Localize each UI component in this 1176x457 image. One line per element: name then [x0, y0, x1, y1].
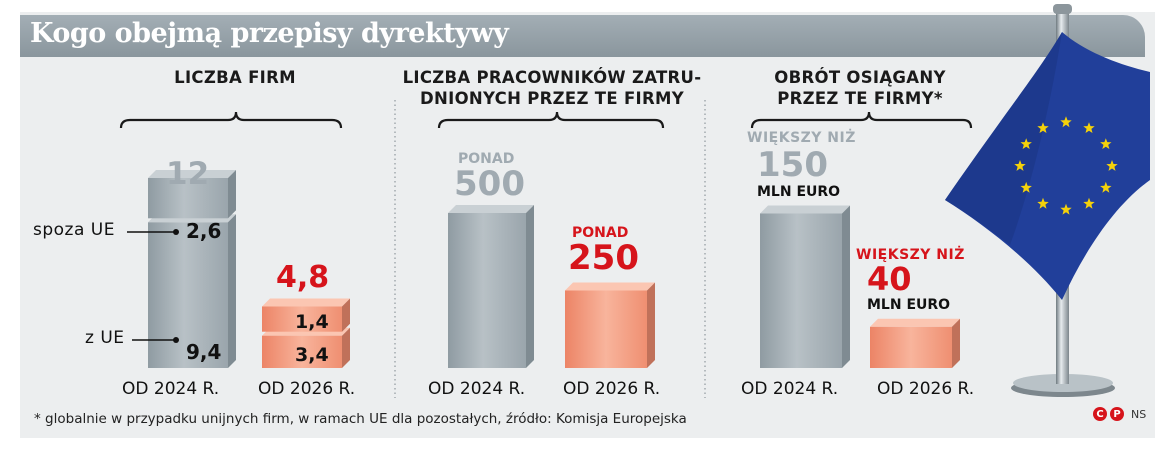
eu-flag — [945, 4, 1150, 397]
bar-employees-2024-side — [526, 205, 534, 368]
panel3-right-prefix: WIĘKSZY NIŻ — [856, 247, 965, 263]
panel1-right-total: 4,8 — [276, 260, 330, 295]
panel2-header: LICZBA PRACOWNIKÓW ZATRU- DNIONYCH PRZEZ… — [392, 67, 712, 109]
eu-star-icon — [1060, 203, 1072, 215]
panel1-right-seg1-value: 1,4 — [295, 311, 329, 333]
panel3-header-line1: OBRÓT OSIĄGANY — [774, 68, 946, 87]
panel2-left-value: 500 — [454, 164, 525, 204]
copyright-icon: C — [1093, 407, 1107, 421]
panel3-right-value: 40 — [867, 260, 912, 298]
bar-2024-spoza-ue — [148, 178, 228, 219]
panel2-left-prefix: PONAD — [458, 151, 515, 167]
eu-star-icon — [1020, 181, 1032, 193]
panel1-header-line1: LICZBA FIRM — [174, 68, 296, 87]
bar-turnover-2026 — [870, 326, 952, 368]
panel3-right-suffix: MLN EURO — [867, 297, 951, 313]
panel2-x-label-2026: OD 2026 R. — [563, 379, 661, 399]
panel3-x-label-2026: OD 2026 R. — [877, 379, 975, 399]
page-title: Kogo obejmą przepisy dyrektywy — [30, 18, 509, 49]
panel1-x-label-2026: OD 2026 R. — [258, 379, 356, 399]
eu-star-icon — [1100, 138, 1112, 149]
panel3-left-value: 150 — [757, 145, 828, 185]
panel1-header: LICZBA FIRM — [130, 67, 340, 88]
panel1-right-seg2-value: 3,4 — [295, 344, 329, 366]
bar-turnover-2024 — [760, 213, 842, 368]
bar-turnover-2026-side — [952, 318, 960, 368]
panel1-left-total: 12 — [166, 156, 210, 192]
bar-marks — [127, 170, 960, 368]
bar-2026-z-ue-side — [342, 327, 350, 368]
bar-employees-2024-top — [448, 205, 534, 213]
panel2-header-line2: DNIONYCH PRZEZ TE FIRMY — [420, 89, 684, 108]
panel3-left-suffix: MLN EURO — [757, 184, 841, 200]
eu-star-icon — [1106, 160, 1118, 171]
brace-group — [119, 111, 973, 129]
panel1-left-seg2-value: 9,4 — [186, 340, 222, 364]
bar-employees-2024 — [448, 213, 526, 368]
bar-2024-spoza-ue-top — [148, 170, 236, 178]
panel3-brace — [750, 111, 973, 129]
eu-stars — [1014, 116, 1118, 215]
eu-star-icon — [1020, 138, 1032, 149]
panel1-x-label-2024: OD 2024 R. — [122, 379, 220, 399]
flag-cloth-shade — [945, 32, 1062, 245]
bar-turnover-2026-top — [870, 318, 960, 327]
panel2-right-value: 250 — [568, 238, 639, 278]
bar-2024-spoza-ue-side — [228, 170, 236, 219]
bar-2026-spoza-ue-top — [262, 298, 350, 307]
bar-employees-2026 — [565, 290, 647, 368]
credit-logo: C P NS — [1093, 407, 1146, 421]
title-bar — [20, 15, 1145, 57]
footnote: * globalnie w przypadku unijnych firm, w… — [34, 411, 687, 427]
label-z-ue: z UE — [85, 328, 125, 348]
panel2-brace — [437, 111, 665, 129]
publisher-icon: P — [1110, 407, 1124, 421]
bar-2026-z-ue — [262, 335, 342, 368]
panel2-right-prefix: PONAD — [572, 225, 629, 241]
flag-pole-cap — [1053, 4, 1072, 14]
panel3-header-line2: PRZEZ TE FIRMY* — [777, 89, 943, 108]
label-spoza-ue: spoza UE — [33, 220, 115, 240]
panel1-brace — [119, 111, 343, 129]
pointer-dot-z-ue — [173, 337, 179, 343]
bar-2024-z-ue-side — [228, 214, 236, 368]
panel3-x-label-2024: OD 2024 R. — [741, 379, 839, 399]
bar-employees-2026-side — [647, 282, 655, 368]
eu-star-icon — [1014, 160, 1026, 171]
panel2-x-label-2024: OD 2024 R. — [428, 379, 526, 399]
pointer-dot-spoza-ue — [173, 229, 179, 235]
eu-star-icon — [1083, 197, 1095, 209]
eu-star-icon — [1037, 122, 1049, 133]
bar-turnover-2024-top — [760, 205, 850, 214]
bar-2026-spoza-ue-side — [342, 298, 350, 332]
eu-star-icon — [1060, 116, 1072, 128]
panel2-header-line1: LICZBA PRACOWNIKÓW ZATRU- — [402, 68, 702, 87]
eu-star-icon — [1100, 181, 1112, 193]
bar-2024-z-ue — [148, 222, 228, 368]
panel3-header: OBRÓT OSIĄGANY PRZEZ TE FIRMY* — [760, 67, 960, 109]
author-initials: NS — [1131, 407, 1147, 421]
panel3-left-prefix: WIĘKSZY NIŻ — [747, 130, 856, 146]
bar-employees-2026-top — [565, 282, 655, 291]
bar-turnover-2024-side — [842, 205, 850, 368]
panel1-left-seg1-value: 2,6 — [186, 219, 222, 243]
bar-2026-spoza-ue — [262, 306, 342, 332]
eu-star-icon — [1083, 122, 1095, 133]
eu-star-icon — [1037, 197, 1049, 209]
